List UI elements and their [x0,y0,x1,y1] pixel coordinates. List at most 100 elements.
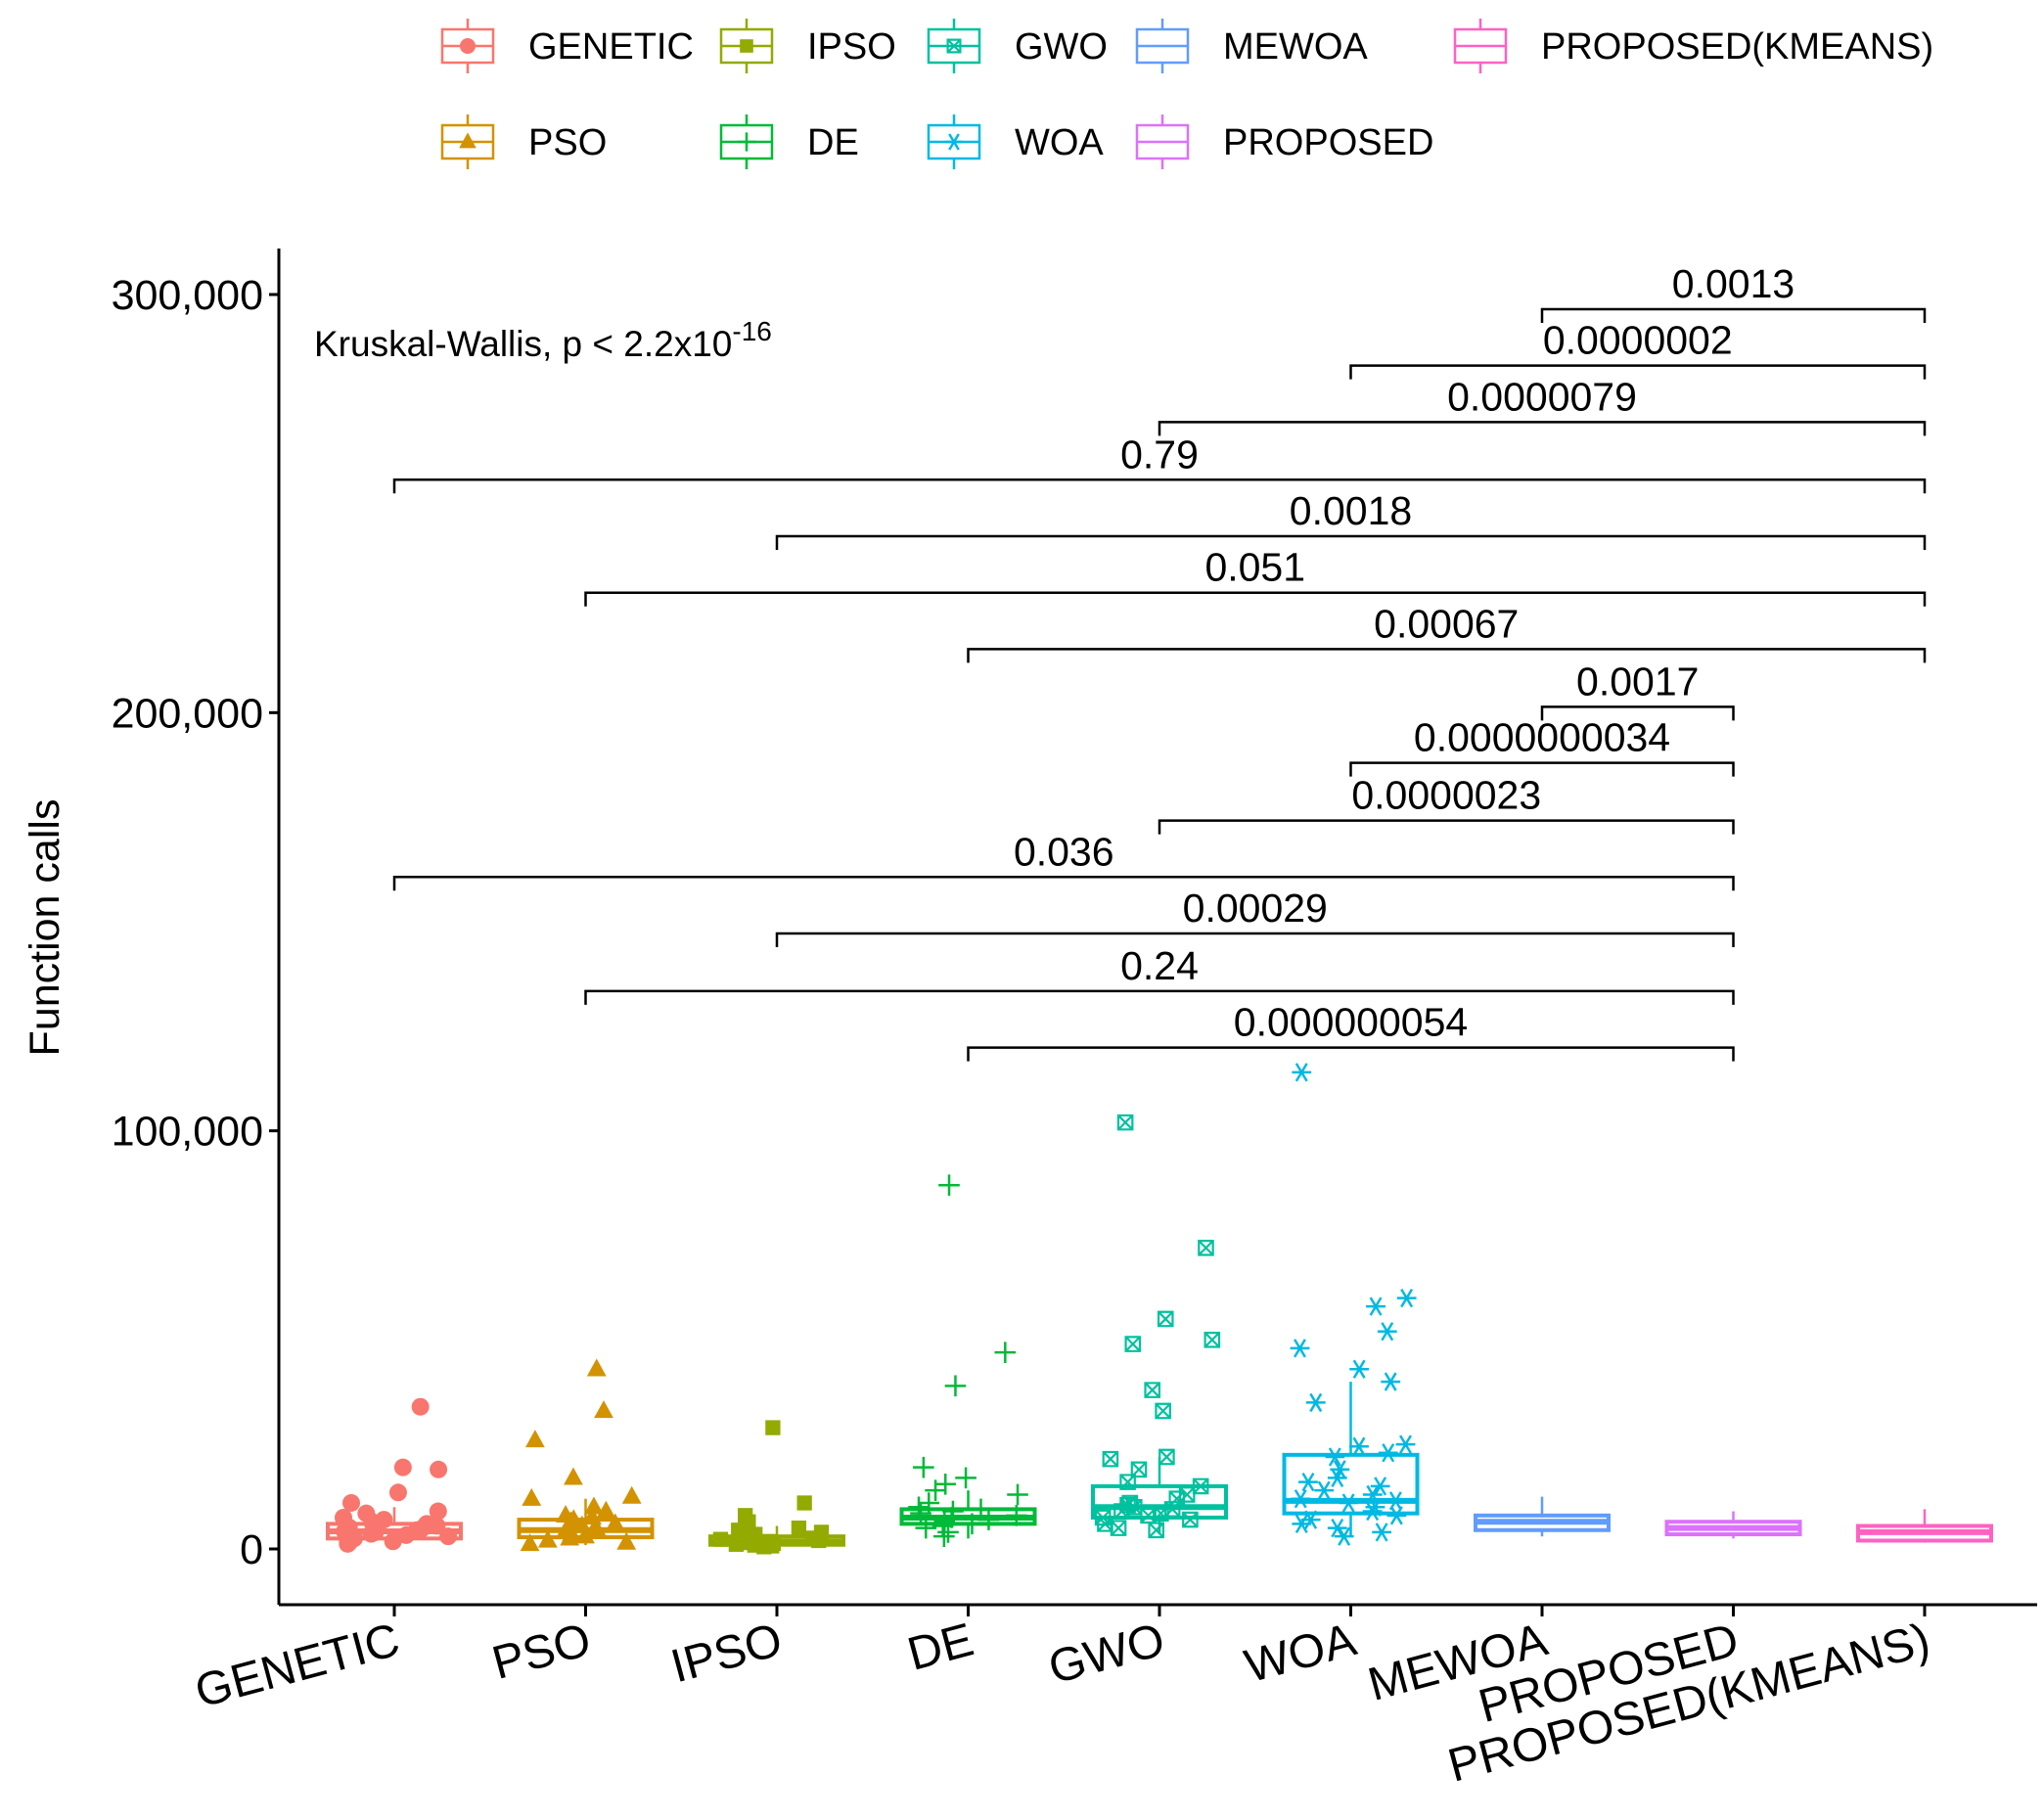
bracket-line [775,534,1927,550]
data-point [428,1517,446,1535]
x-tick-label: WOA [1240,1614,1361,1693]
box-group-proposedkmeans [1856,1509,1993,1543]
data-point [388,1483,407,1502]
data-point [1395,1434,1416,1454]
data-point [1349,1359,1370,1379]
comparison-bracket: 0.0000023 [1158,773,1735,835]
p-value-label: 0.0000000034 [1414,715,1670,760]
bracket-line [1349,364,1927,380]
data-point [537,1529,558,1548]
data-point [616,1531,637,1550]
data-point [728,1536,745,1552]
legend-label: IPSO [807,26,896,68]
data-point [1292,1514,1312,1534]
data-point [384,1532,402,1551]
box-group-woa [1282,1063,1420,1546]
data-point [1182,1511,1199,1528]
y-axis-title: Function calls [22,799,68,1057]
comparison-bracket: 0.000000054 [967,1000,1735,1062]
data-point [1113,1503,1130,1520]
p-value-label: 0.036 [1014,829,1114,874]
data-point [1291,1489,1311,1509]
box-group-pso [517,1358,655,1552]
data-point [586,1358,607,1377]
x-tick-label: GWO [1043,1614,1170,1694]
legend-item-mewoa: MEWOA [1135,19,1368,73]
data-point [1116,1114,1134,1131]
box-group-genetic [326,1397,463,1553]
bracket-line [1540,307,1927,323]
kruskal-wallis-annotation: Kruskal-Wallis, p < 2.2x10-16 [314,316,772,364]
box-group-proposed [1664,1511,1802,1539]
data-point [913,1456,934,1478]
data-point [1327,1468,1347,1487]
data-point [362,1524,381,1543]
p-value-label: 0.0000023 [1351,773,1541,818]
p-value-label: 0.0000079 [1447,374,1637,419]
box-group-gwo [1091,1114,1228,1539]
data-point [977,1509,1000,1530]
x-tick-label: PSO [487,1614,597,1689]
legend-item-pso: PSO [440,114,607,169]
data-point [1007,1483,1028,1506]
bracket-line [584,591,1927,607]
data-point [339,1534,357,1553]
y-tick-label: 300,000 [112,272,263,319]
data-point [1305,1392,1326,1413]
p-value-label: 0.051 [1204,545,1305,590]
data-point [1325,1447,1345,1467]
data-point [397,1525,416,1544]
x-tick-label: IPSO [665,1614,788,1693]
p-value-label: 0.24 [1120,943,1199,988]
legend-label: WOA [1015,122,1104,163]
kruskal-wallis-text: Kruskal-Wallis, p < 2.2x10 [314,324,732,364]
legend-item-proposedkmeans: PROPOSED(KMEANS) [1453,19,1933,73]
comparison-bracket: 0.0000000034 [1349,715,1735,777]
x-tick-label: DE [902,1614,978,1680]
data-point [520,1533,540,1552]
data-point [933,1525,955,1547]
bracket-line [392,876,1735,891]
data-point [1155,1402,1171,1420]
legend-item-ipso: IPSO [719,19,896,73]
bracket-line [1540,705,1735,721]
comparison-bracket: 0.036 [392,829,1735,891]
legend: GENETIC IPSO GWO MEWOA PROPOSED(KMEANS) PSO DE… [440,19,1933,169]
data-point [915,1517,937,1539]
p-value-label: 0.00029 [1183,886,1328,931]
data-point [1396,1288,1417,1308]
data-point [560,1527,580,1546]
data-point [564,1467,583,1485]
data-point [1362,1484,1383,1505]
data-point [938,1174,960,1197]
data-point [596,1500,616,1519]
legend-key-triangle-icon [459,132,477,149]
data-point [796,1495,812,1511]
data-point [791,1520,807,1536]
legend-label: GENETIC [528,26,694,68]
y-tick-label: 0 [240,1526,263,1573]
data-point [594,1400,613,1419]
data-point [1124,1336,1142,1352]
legend-key-square-cross-icon [946,38,962,54]
p-value-label: 0.00067 [1374,601,1519,646]
bracket-line [1158,819,1735,835]
box-group-ipso [708,1420,845,1555]
data-point [1157,1310,1174,1328]
data-point [712,1531,729,1547]
data-point [575,1525,595,1544]
data-point [1362,1501,1383,1522]
data-point [1006,1505,1027,1526]
data-point [1386,1506,1407,1525]
bracket-line [1158,421,1927,436]
data-point [1378,1443,1398,1463]
data-point [1144,1382,1160,1398]
data-point [439,1527,458,1546]
comparison-bracket: 0.0000079 [1158,374,1927,436]
comparison-bracket: 0.00067 [967,601,1927,663]
legend-key-plus-icon [737,132,756,152]
bracket-line [967,1046,1735,1062]
data-point [342,1493,361,1512]
comparison-bracket: 0.0017 [1540,659,1735,721]
data-point [571,1515,592,1533]
